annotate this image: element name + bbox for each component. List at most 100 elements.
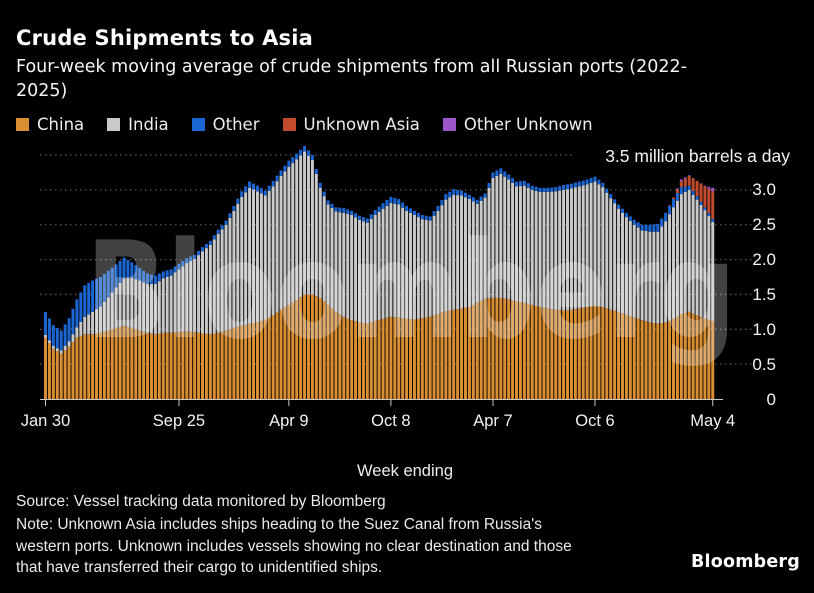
- bar-segment-china: [314, 296, 318, 399]
- bar-segment-other: [420, 214, 424, 220]
- bar-segment-india: [67, 341, 71, 347]
- bar-segment-india: [515, 186, 518, 302]
- bar-segment-india: [495, 175, 499, 298]
- bar-segment-other: [220, 225, 224, 230]
- bar-segment-india: [365, 222, 369, 324]
- bar-segment-china: [412, 319, 416, 399]
- bar-segment-other: [679, 187, 683, 195]
- bar-segment-china: [460, 308, 464, 399]
- bar-segment-china: [581, 307, 585, 399]
- bar-segment-india: [420, 219, 424, 319]
- bar-segment-unknown-asia: [679, 181, 683, 188]
- bar-segment-unknown-asia: [711, 191, 715, 220]
- legend-swatch-china: [16, 118, 29, 131]
- bar-segment-china: [479, 300, 483, 399]
- bar-segment-india: [228, 217, 232, 330]
- bar-segment-other: [346, 209, 350, 214]
- bar-segment-other: [79, 292, 83, 322]
- bar-segment-india: [652, 231, 656, 324]
- bar-segment-other: [98, 277, 102, 307]
- bar-segment-other: [240, 191, 244, 197]
- bar-segment-china: [220, 331, 224, 399]
- bar-segment-other: [691, 190, 695, 195]
- bar-segment-other: [640, 224, 644, 231]
- bar-segment-other: [711, 219, 715, 222]
- bar-segment-china: [342, 316, 346, 399]
- bar-segment-other: [91, 280, 95, 312]
- bar-segment-india: [511, 182, 515, 301]
- bar-segment-china: [44, 337, 47, 399]
- bar-segment-china: [130, 327, 134, 399]
- bar-segment-china: [291, 302, 295, 399]
- bar-segment-other: [428, 216, 432, 221]
- legend-label: China: [37, 115, 85, 134]
- legend-item-other: Other: [191, 115, 260, 134]
- bar-segment-india: [573, 187, 577, 310]
- bar-segment-india: [149, 284, 153, 334]
- bar-segment-india: [244, 192, 248, 325]
- bar-segment-other: [589, 178, 593, 183]
- bar-segment-china: [644, 321, 648, 399]
- bar-segment-china: [569, 309, 573, 399]
- bar-segment-india: [271, 186, 275, 316]
- bar-segment-other: [554, 187, 558, 192]
- bar-segment-india: [330, 208, 334, 309]
- x-axis-tick-label: Apr 7: [473, 412, 513, 430]
- bar-segment-china: [487, 298, 491, 399]
- bar-segment-china: [558, 310, 562, 399]
- bar-segment-china: [138, 330, 142, 399]
- bar-segment-other: [381, 203, 385, 209]
- bar-segment-india: [526, 187, 530, 304]
- bar-segment-india: [153, 284, 157, 335]
- bar-segment-other: [314, 168, 318, 174]
- bar-segment-china: [98, 332, 102, 399]
- chart-legend: China India Other Unknown Asia Other Unknown: [16, 115, 593, 134]
- bar-segment-china: [177, 332, 181, 399]
- legend-swatch-unknown-asia: [282, 118, 296, 131]
- bar-segment-india: [585, 184, 589, 307]
- bar-segment-other: [212, 235, 216, 240]
- bar-segment-india: [471, 201, 475, 305]
- bar-segment-india: [401, 207, 405, 319]
- y-axis-tick-label: 0: [766, 389, 776, 409]
- bar-segment-india: [475, 203, 479, 303]
- bar-segment-china: [597, 306, 601, 399]
- bar-segment-india: [707, 216, 711, 320]
- bar-segment-china: [354, 321, 358, 399]
- bar-segment-india: [463, 197, 467, 308]
- bar-segment-china: [204, 333, 208, 399]
- bar-segment-india: [299, 155, 303, 298]
- bar-segment-other: [487, 182, 491, 188]
- bar-segment-china: [216, 332, 220, 399]
- bar-segment-china: [636, 318, 640, 400]
- bar-segment-unknown-asia: [703, 186, 707, 208]
- bar-segment-india: [699, 204, 703, 318]
- bar-segment-india: [487, 187, 491, 299]
- bar-segment-other: [664, 212, 668, 222]
- bar-segment-other: [295, 153, 299, 160]
- bar-segment-china: [63, 350, 67, 399]
- bar-segment-other: [244, 186, 248, 193]
- bar-segment-other: [538, 187, 542, 192]
- bar-segment-other: [193, 254, 197, 259]
- bar-segment-india: [617, 208, 621, 312]
- bar-segment-india: [102, 301, 106, 332]
- bar-segment-india: [83, 316, 87, 335]
- bar-segment-india: [620, 212, 624, 314]
- bar-segment-india: [51, 346, 55, 349]
- bar-segment-china: [609, 309, 613, 399]
- bar-segment-other: [47, 318, 51, 341]
- bar-segment-india: [358, 219, 361, 323]
- bar-segment-china: [691, 313, 695, 399]
- bar-segment-china: [432, 315, 436, 399]
- bar-segment-china: [47, 343, 51, 399]
- bar-segment-other: [342, 208, 346, 213]
- bar-segment-india: [369, 218, 373, 323]
- bar-segment-india: [303, 151, 307, 295]
- bar-segment-india: [499, 173, 503, 298]
- bar-segment-other: [197, 250, 201, 256]
- bar-segment-other: [44, 311, 47, 335]
- bar-segment-china: [687, 311, 691, 400]
- legend-label: Other Unknown: [463, 115, 593, 134]
